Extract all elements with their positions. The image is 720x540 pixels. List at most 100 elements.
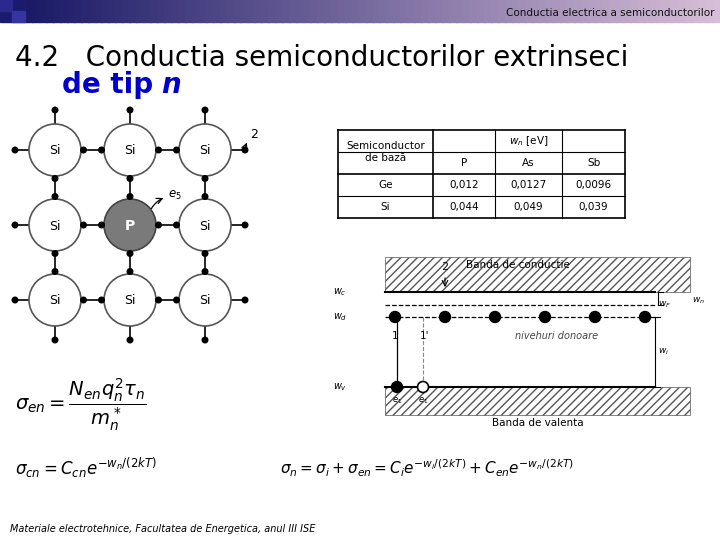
Bar	[602, 0, 610, 22]
Circle shape	[52, 193, 58, 200]
Circle shape	[173, 146, 180, 153]
Text: $w_F$: $w_F$	[658, 300, 671, 310]
Text: 0,039: 0,039	[579, 202, 608, 212]
Bar	[609, 0, 617, 22]
Bar	[157, 0, 165, 22]
Text: P: P	[461, 158, 467, 168]
Circle shape	[202, 175, 209, 182]
Bar	[185, 0, 193, 22]
Bar	[414, 0, 422, 22]
Bar	[518, 0, 526, 22]
Bar	[240, 0, 248, 22]
Circle shape	[29, 199, 81, 251]
Bar	[122, 0, 130, 22]
Bar	[595, 0, 603, 22]
Bar	[560, 0, 568, 22]
Circle shape	[98, 221, 105, 228]
Bar	[269, 0, 276, 22]
Circle shape	[127, 250, 133, 257]
Circle shape	[104, 274, 156, 326]
Bar	[511, 0, 519, 22]
Bar	[0, 0, 25, 22]
Bar	[25, 0, 33, 22]
Text: Semiconductor
de bază: Semiconductor de bază	[346, 141, 425, 163]
Bar	[338, 0, 346, 22]
Bar	[296, 0, 304, 22]
Bar	[636, 0, 644, 22]
Text: Si: Si	[199, 294, 211, 307]
Text: $w_n$: $w_n$	[692, 295, 705, 306]
Bar	[115, 0, 123, 22]
Circle shape	[179, 199, 231, 251]
Bar	[0, 0, 12, 11]
Circle shape	[173, 221, 180, 228]
Bar	[67, 0, 75, 22]
Circle shape	[12, 296, 19, 303]
Text: Si: Si	[125, 294, 136, 307]
Text: 0,049: 0,049	[513, 202, 544, 212]
Bar	[421, 0, 429, 22]
Bar	[678, 0, 686, 22]
Circle shape	[104, 199, 156, 251]
Bar	[456, 0, 464, 22]
Bar	[330, 0, 338, 22]
Circle shape	[490, 312, 500, 322]
Text: $w_d$: $w_d$	[333, 311, 347, 323]
Bar	[261, 0, 269, 22]
Bar	[109, 0, 117, 22]
Bar	[588, 0, 596, 22]
Text: $e_1$: $e_1$	[392, 396, 402, 407]
Bar	[60, 0, 68, 22]
Bar	[428, 0, 436, 22]
Bar	[171, 0, 179, 22]
Bar	[143, 0, 151, 22]
Bar	[227, 0, 235, 22]
Circle shape	[52, 106, 58, 113]
Bar	[53, 0, 60, 22]
Bar	[233, 0, 241, 22]
Circle shape	[127, 336, 133, 343]
Text: Si: Si	[125, 145, 136, 158]
Bar	[275, 0, 283, 22]
Bar	[623, 0, 631, 22]
Bar	[12, 11, 25, 22]
Bar	[449, 0, 457, 22]
Bar	[39, 0, 47, 22]
Circle shape	[80, 146, 87, 153]
Circle shape	[127, 175, 133, 182]
Circle shape	[202, 193, 209, 200]
Circle shape	[179, 124, 231, 176]
Bar	[338, 130, 625, 218]
Bar	[102, 0, 109, 22]
Circle shape	[202, 250, 209, 257]
Circle shape	[29, 274, 81, 326]
Bar	[317, 0, 325, 22]
Bar	[282, 0, 290, 22]
Bar	[212, 0, 220, 22]
Bar	[387, 0, 395, 22]
Bar	[713, 0, 720, 22]
Circle shape	[155, 221, 162, 228]
Bar	[498, 0, 505, 22]
Text: Si: Si	[199, 145, 211, 158]
Bar	[303, 0, 311, 22]
Circle shape	[104, 124, 156, 176]
Circle shape	[392, 381, 402, 393]
Bar	[81, 0, 89, 22]
Text: 2: 2	[250, 127, 258, 140]
Text: 0,044: 0,044	[449, 202, 479, 212]
Bar	[574, 0, 582, 22]
Bar	[657, 0, 665, 22]
Text: 2: 2	[441, 262, 449, 272]
Text: 0,0127: 0,0127	[510, 180, 546, 190]
Circle shape	[179, 274, 231, 326]
Bar	[539, 0, 547, 22]
Bar	[685, 0, 693, 22]
Bar	[73, 0, 81, 22]
Bar	[490, 0, 498, 22]
Bar	[372, 0, 380, 22]
Bar	[192, 0, 199, 22]
Circle shape	[439, 312, 451, 322]
Circle shape	[52, 175, 58, 182]
Text: $e_1$: $e_1$	[418, 396, 428, 407]
